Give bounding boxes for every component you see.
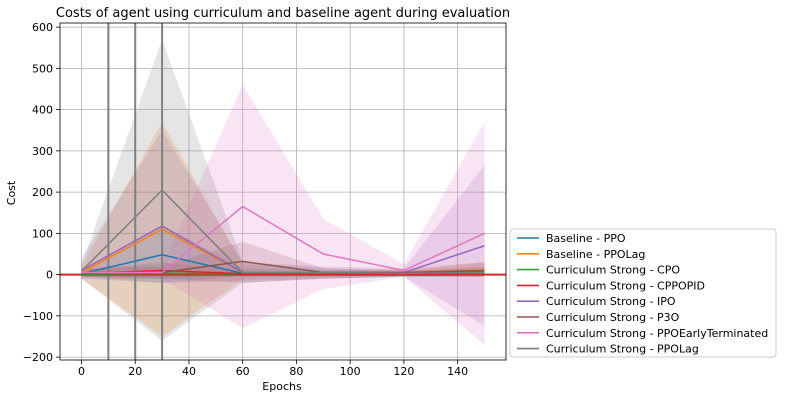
chart-title: Costs of agent using curriculum and base… — [56, 6, 510, 21]
tick-labels: 0 20 40 60 80 100 120 140 −200 −100 0 100 200 300 400 5… — [23, 21, 468, 378]
x-tick-label: 80 — [289, 365, 303, 378]
legend-label-3: Curriculum Strong - CPPOPID — [546, 279, 705, 292]
y-tick-label: −200 — [23, 351, 53, 364]
series-band-6 — [81, 84, 485, 345]
x-tick-label: 100 — [340, 365, 361, 378]
series-band-1 — [81, 121, 485, 337]
legend: Baseline - PPO Baseline - PPOLag Curriculu… — [509, 228, 777, 358]
x-tick-label: 60 — [236, 365, 250, 378]
y-tick-label: 100 — [32, 227, 53, 240]
legend-label-4: Curriculum Strong - IPO — [546, 295, 676, 308]
y-tick-label: 200 — [32, 186, 53, 199]
y-tick-label: 500 — [32, 62, 53, 75]
series-lines — [80, 188, 485, 275]
x-tick-label: 0 — [78, 365, 85, 378]
y-tick-label: 300 — [32, 145, 53, 158]
legend-label-7: Curriculum Strong - PPOLag — [546, 343, 699, 356]
band-layer — [81, 39, 485, 345]
y-tick-label: 0 — [46, 269, 53, 282]
series-line-3 — [81, 269, 485, 275]
legend-label-0: Baseline - PPO — [546, 232, 626, 245]
series-band-7 — [81, 39, 485, 341]
legend-label-1: Baseline - PPOLag — [546, 248, 645, 261]
x-tick-label: 40 — [182, 365, 196, 378]
legend-label-2: Curriculum Strong - CPO — [546, 264, 680, 277]
axes — [56, 22, 507, 364]
y-tick-label: 400 — [32, 104, 53, 117]
x-axis-label: Epochs — [262, 380, 302, 393]
legend-label-6: Curriculum Strong - PPOEarlyTerminated — [546, 327, 768, 340]
x-tick-label: 120 — [393, 365, 414, 378]
legend-label-5: Curriculum Strong - P3O — [546, 311, 680, 324]
series-band-4 — [81, 130, 485, 327]
legend-box — [509, 228, 777, 358]
y-tick-label: 600 — [32, 21, 53, 34]
series-line-7 — [80, 188, 485, 275]
plot-frame — [59, 22, 507, 361]
y-axis-label: Cost — [5, 180, 18, 205]
series-line-6 — [81, 205, 485, 274]
y-tick-label: −100 — [23, 310, 53, 323]
x-tick-label: 140 — [447, 365, 468, 378]
x-tick-label: 20 — [128, 365, 142, 378]
